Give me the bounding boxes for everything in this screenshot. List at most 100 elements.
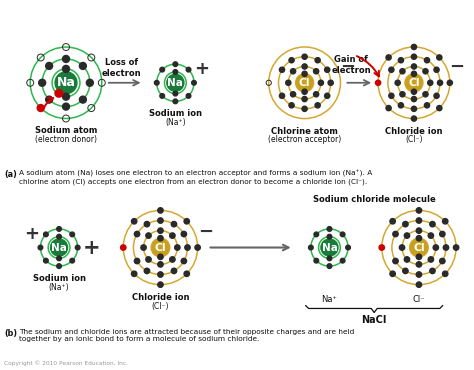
Circle shape (423, 92, 428, 97)
Text: NaCl: NaCl (362, 315, 387, 325)
Circle shape (398, 58, 403, 63)
Circle shape (302, 54, 307, 59)
Circle shape (428, 257, 434, 262)
Circle shape (433, 245, 438, 250)
Circle shape (63, 93, 70, 100)
Circle shape (173, 62, 178, 67)
Text: Chlorine atom: Chlorine atom (271, 127, 338, 135)
Circle shape (309, 245, 313, 250)
Circle shape (346, 245, 350, 250)
Text: Gain of
electron: Gain of electron (331, 55, 371, 75)
Circle shape (430, 222, 435, 227)
Circle shape (411, 64, 417, 69)
Circle shape (158, 218, 163, 223)
Circle shape (400, 69, 405, 74)
Circle shape (37, 105, 44, 111)
Circle shape (57, 227, 61, 231)
Circle shape (302, 64, 307, 69)
Circle shape (86, 79, 93, 86)
Circle shape (443, 271, 448, 276)
Circle shape (57, 256, 61, 261)
Circle shape (315, 58, 320, 63)
Circle shape (428, 80, 433, 85)
Circle shape (302, 97, 307, 102)
Circle shape (440, 258, 445, 264)
Circle shape (327, 227, 332, 231)
Circle shape (404, 257, 410, 262)
Circle shape (63, 103, 70, 110)
Circle shape (46, 63, 53, 70)
Circle shape (167, 74, 184, 91)
Circle shape (160, 94, 164, 98)
Circle shape (160, 67, 164, 72)
Text: Sodium atom: Sodium atom (35, 127, 97, 135)
Circle shape (416, 254, 422, 259)
Circle shape (390, 271, 395, 276)
Circle shape (313, 69, 319, 74)
Circle shape (75, 245, 80, 250)
Circle shape (146, 233, 151, 238)
Circle shape (386, 55, 391, 60)
Circle shape (437, 105, 442, 111)
Circle shape (430, 268, 435, 273)
Circle shape (315, 103, 320, 108)
FancyArrowPatch shape (357, 56, 379, 76)
Circle shape (279, 93, 284, 98)
Circle shape (302, 89, 307, 94)
Circle shape (416, 218, 422, 223)
Circle shape (411, 97, 417, 102)
Circle shape (400, 92, 405, 97)
Text: (Na⁺): (Na⁺) (165, 118, 186, 127)
Text: Sodium ion: Sodium ion (33, 274, 85, 283)
Circle shape (286, 80, 291, 85)
Circle shape (416, 228, 422, 233)
Circle shape (438, 80, 443, 85)
Text: Na⁺: Na⁺ (321, 295, 337, 303)
Circle shape (424, 103, 429, 108)
Circle shape (434, 67, 439, 73)
Circle shape (411, 89, 417, 94)
Circle shape (170, 257, 175, 262)
Text: (Cl⁻): (Cl⁻) (405, 135, 423, 144)
Circle shape (63, 65, 70, 73)
Text: Chloride ion: Chloride ion (385, 127, 443, 135)
Text: Loss of
electron: Loss of electron (102, 58, 142, 78)
Circle shape (57, 264, 61, 268)
Circle shape (321, 239, 338, 256)
Circle shape (399, 245, 405, 250)
Circle shape (63, 56, 70, 63)
Circle shape (173, 70, 178, 74)
Circle shape (296, 75, 313, 91)
Circle shape (416, 282, 422, 287)
Circle shape (389, 67, 394, 73)
Circle shape (443, 245, 449, 250)
Circle shape (443, 219, 448, 224)
Circle shape (171, 222, 177, 227)
Circle shape (171, 268, 177, 273)
Circle shape (434, 93, 439, 98)
Circle shape (327, 256, 332, 261)
Circle shape (44, 232, 48, 237)
Circle shape (437, 55, 442, 60)
Text: Copyright © 2010 Pearson Education, Inc.: Copyright © 2010 Pearson Education, Inc. (4, 361, 128, 366)
Circle shape (416, 236, 422, 241)
Circle shape (325, 93, 330, 98)
Text: (electron donor): (electron donor) (35, 135, 97, 144)
Circle shape (185, 245, 190, 250)
Circle shape (447, 80, 453, 85)
Text: The sodium and chloride ions are attracted because of their opposite charges and: The sodium and chloride ions are attract… (19, 329, 355, 342)
Circle shape (327, 234, 332, 239)
Circle shape (340, 258, 345, 263)
Text: A sodium atom (Na) loses one electron to an electron acceptor and forms a sodium: A sodium atom (Na) loses one electron to… (19, 170, 373, 185)
Circle shape (173, 99, 178, 104)
Text: (Na⁺): (Na⁺) (49, 283, 69, 292)
Text: Na: Na (56, 76, 75, 89)
Text: Cl: Cl (155, 242, 166, 253)
Text: Sodium ion: Sodium ion (149, 109, 202, 118)
Text: (a): (a) (4, 170, 17, 179)
Circle shape (454, 245, 459, 250)
Circle shape (55, 72, 77, 94)
Text: Na: Na (51, 242, 67, 253)
Text: Na: Na (321, 242, 337, 253)
Circle shape (146, 257, 151, 262)
